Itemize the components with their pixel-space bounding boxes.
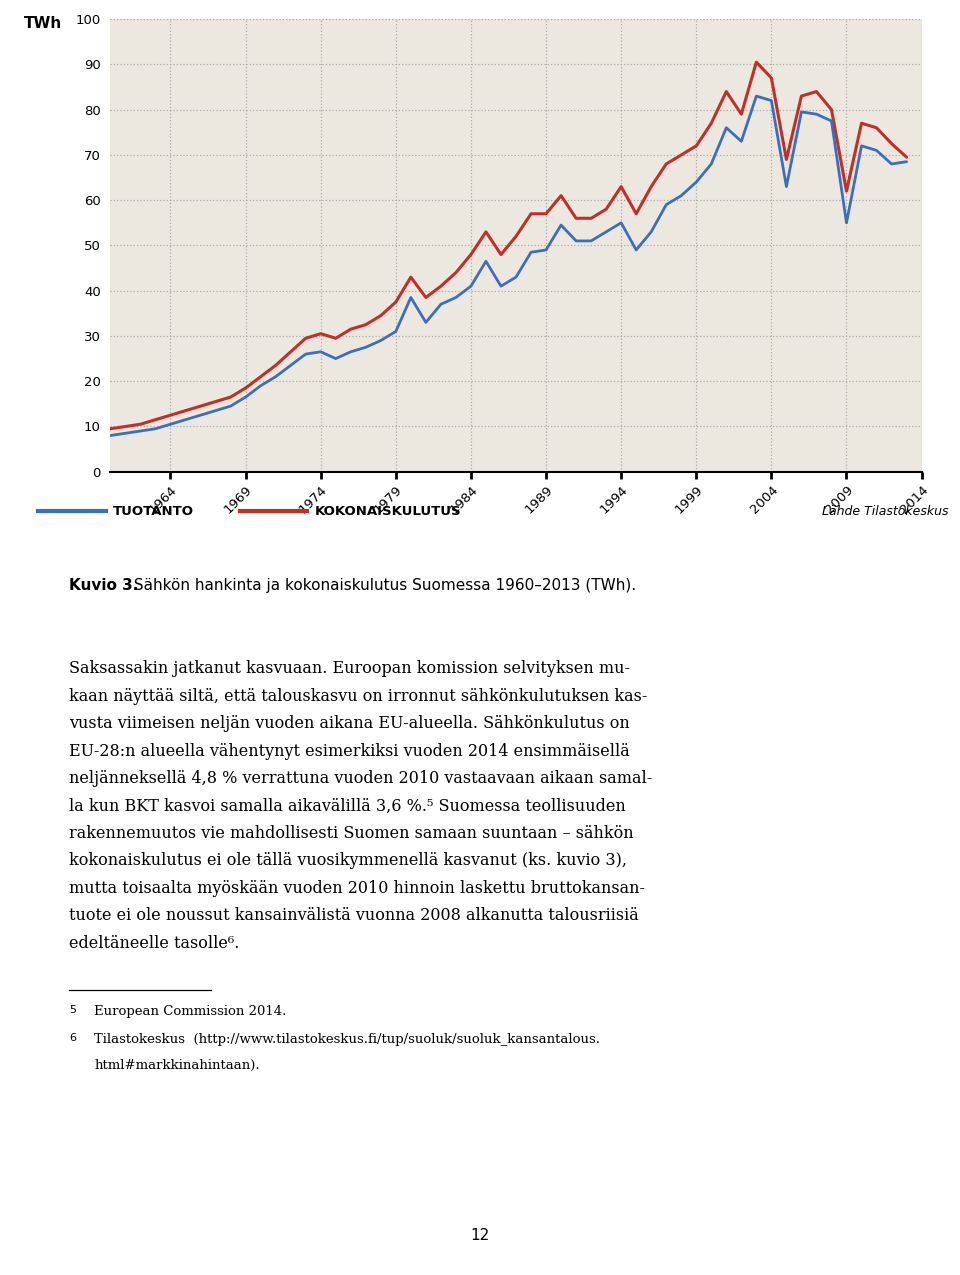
Text: 12: 12 xyxy=(470,1228,490,1243)
Text: 6: 6 xyxy=(69,1033,76,1043)
Text: European Commission 2014.: European Commission 2014. xyxy=(94,1006,286,1019)
Text: TUOTANTO: TUOTANTO xyxy=(113,505,194,518)
Text: Tilastokeskus  (http://www.tilastokeskus.fi/tup/suoluk/suoluk_kansantalous.: Tilastokeskus (http://www.tilastokeskus.… xyxy=(94,1033,600,1047)
Text: Sähkön hankinta ja kokonaiskulutus Suomessa 1960–2013 (TWh).: Sähkön hankinta ja kokonaiskulutus Suome… xyxy=(129,578,636,593)
Text: la kun BKT kasvoi samalla aikavälillä 3,6 %.⁵ Suomessa teollisuuden: la kun BKT kasvoi samalla aikavälillä 3,… xyxy=(69,798,626,815)
Text: mutta toisaalta myöskään vuoden 2010 hinnoin laskettu bruttokansan-: mutta toisaalta myöskään vuoden 2010 hin… xyxy=(69,880,645,896)
Text: vusta viimeisen neljän vuoden aikana EU-alueella. Sähkönkulutus on: vusta viimeisen neljän vuoden aikana EU-… xyxy=(69,715,630,732)
Text: Saksassakin jatkanut kasvuaan. Euroopan komission selvityksen mu-: Saksassakin jatkanut kasvuaan. Euroopan … xyxy=(69,660,630,677)
Text: kaan näyttää siltä, että talouskasvu on irronnut sähkönkulutuksen kas-: kaan näyttää siltä, että talouskasvu on … xyxy=(69,688,647,705)
Text: rakennemuutos vie mahdollisesti Suomen samaan suuntaan – sähkön: rakennemuutos vie mahdollisesti Suomen s… xyxy=(69,825,634,842)
Text: neljänneksellä 4,8 % verrattuna vuoden 2010 vastaavaan aikaan samal-: neljänneksellä 4,8 % verrattuna vuoden 2… xyxy=(69,770,653,787)
Text: KOKONAISKULUTUS: KOKONAISKULUTUS xyxy=(315,505,462,518)
Text: kokonaiskulutus ei ole tällä vuosikymmenellä kasvanut (ks. kuvio 3),: kokonaiskulutus ei ole tällä vuosikymmen… xyxy=(69,853,627,870)
Text: TWh: TWh xyxy=(24,17,62,32)
Text: edeltäneelle tasolle⁶.: edeltäneelle tasolle⁶. xyxy=(69,935,239,951)
Text: Lähde Tilastokeskus: Lähde Tilastokeskus xyxy=(822,505,948,518)
Text: 5: 5 xyxy=(69,1006,76,1015)
Text: html#markkinahintaan).: html#markkinahintaan). xyxy=(94,1058,260,1072)
Text: EU-28:n alueella vähentynyt esimerkiksi vuoden 2014 ensimmäisellä: EU-28:n alueella vähentynyt esimerkiksi … xyxy=(69,743,630,760)
Text: Kuvio 3.: Kuvio 3. xyxy=(69,578,138,593)
Text: tuote ei ole noussut kansainvälistä vuonna 2008 alkanutta talousriisiä: tuote ei ole noussut kansainvälistä vuon… xyxy=(69,908,638,924)
